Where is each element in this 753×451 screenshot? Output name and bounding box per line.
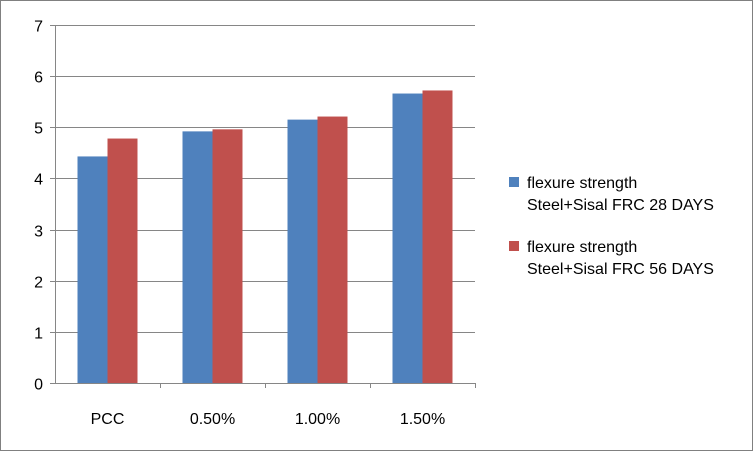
x-tick-label: PCC [91, 411, 125, 428]
bar-series1-PCC [77, 156, 108, 383]
bars [77, 90, 453, 383]
bar-series1-150 [392, 93, 423, 383]
bar-series1-050 [182, 131, 213, 383]
bar-series1-100 [287, 119, 318, 383]
bar-series2-100 [317, 116, 348, 383]
x-tick-label: 1.50% [400, 411, 445, 428]
y-tick-label: 7 [34, 19, 43, 36]
y-tick-label: 6 [34, 70, 43, 87]
x-tick-label: 0.50% [190, 411, 235, 428]
y-tick-label: 5 [34, 121, 43, 138]
bar-series2-150 [422, 90, 453, 383]
bar-series2-050 [212, 129, 243, 383]
y-tick-label: 1 [34, 326, 43, 343]
axes [50, 25, 476, 388]
legend: flexure strength Steel+Sisal FRC 28 DAYS f… [509, 175, 714, 278]
legend-label: flexure strength Steel+Sisal FRC 56 DAYS [527, 239, 714, 278]
legend-label: flexure strength Steel+Sisal FRC 28 DAYS [527, 175, 714, 214]
y-tick-label: 0 [34, 377, 43, 394]
legend-swatch [509, 177, 519, 187]
x-tick-labels: PCC 0.50% 1.00% 1.50% [91, 411, 446, 428]
y-tick-label: 2 [34, 275, 43, 292]
y-tick-label: 3 [34, 224, 43, 241]
y-tick-label: 4 [34, 172, 43, 189]
y-tick-labels: 0 1 2 3 4 5 6 7 [34, 19, 43, 394]
x-tick-label: 1.00% [295, 411, 340, 428]
bar-series2-PCC [107, 138, 138, 383]
legend-swatch [509, 241, 519, 251]
